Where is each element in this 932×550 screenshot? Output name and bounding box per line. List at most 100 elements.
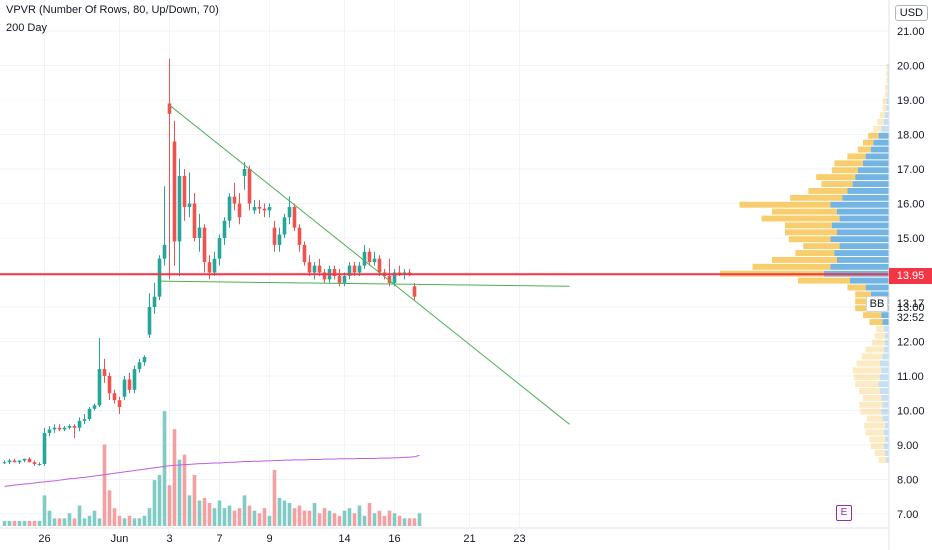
candle-body (147, 307, 152, 335)
vp-row-up (857, 167, 889, 174)
vp-row-up (837, 208, 889, 215)
vp-row-up (883, 429, 889, 436)
volume-bar (237, 508, 242, 526)
vp-row-down (856, 360, 880, 367)
y-tick-label: 10.00 (897, 406, 925, 418)
vp-row-down (886, 63, 888, 70)
vp-row-up (882, 353, 889, 360)
vp-row-up (883, 443, 889, 450)
vp-row-up (886, 457, 889, 463)
vp-row-up (863, 160, 889, 167)
vp-row-down (761, 215, 840, 222)
candle-body (197, 227, 202, 238)
vp-row-down (869, 319, 883, 325)
vp-row-down (863, 394, 882, 401)
candle-body (122, 379, 127, 397)
x-tick-label: 7 (216, 533, 222, 545)
vp-row-up (885, 436, 889, 443)
vp-row-down (798, 277, 850, 284)
candle-body (217, 238, 222, 259)
volume-bar (387, 510, 392, 526)
y-tick-label: 21.00 (897, 26, 925, 38)
vp-row-down (886, 70, 888, 77)
volume-bar (262, 508, 267, 526)
volume-bar (152, 480, 157, 526)
volume-bar (12, 520, 17, 526)
candle-body (232, 196, 237, 204)
volume-bar (297, 505, 302, 526)
volume-bar (52, 518, 57, 526)
time-axis[interactable]: 26 Jun 3 7 9 14 16 21 23 (38, 533, 525, 545)
candle-body (77, 420, 82, 428)
vp-row-up (830, 236, 889, 243)
candle-body (307, 262, 312, 273)
volume-bar (257, 513, 262, 526)
vp-row-up (881, 125, 889, 132)
earnings-badge[interactable]: E (836, 505, 852, 521)
volume-bar (112, 508, 117, 526)
volume-bar (147, 508, 152, 526)
vp-row-up (831, 222, 889, 229)
vp-row-up (870, 291, 889, 298)
candle-body (297, 227, 302, 245)
x-tick-label: 16 (388, 533, 400, 545)
vp-row-down (885, 91, 888, 98)
candle-body (222, 220, 227, 238)
volume-bar (27, 520, 32, 526)
y-tick-label: 15.00 (897, 233, 925, 245)
volume-bar (292, 508, 297, 526)
vp-row-down (876, 325, 884, 332)
x-tick-label: 3 (166, 533, 172, 545)
vp-row-up (886, 98, 889, 105)
vp-row-down (864, 422, 886, 429)
vp-row-up (887, 84, 889, 91)
vp-row-down (816, 174, 856, 181)
bb-value: 13.17 (896, 298, 925, 310)
candle-body (272, 227, 277, 245)
candle-body (192, 203, 197, 238)
vp-row-up (865, 284, 889, 291)
trend-line (169, 104, 570, 425)
volume-bar (327, 510, 332, 526)
vp-row-down (831, 167, 858, 174)
bb-value-tag: 13.17 (889, 297, 932, 312)
vp-row-up (885, 422, 889, 429)
candle-body (92, 405, 97, 409)
vp-row-down (882, 98, 887, 105)
volume-bar (322, 508, 327, 526)
y-tick-label: 13.00 (897, 302, 925, 314)
volume-bar (407, 518, 412, 526)
candle-body (352, 265, 357, 273)
vp-row-down (874, 332, 886, 339)
candle-body (127, 379, 132, 390)
volume-bar (367, 503, 372, 526)
candle-body (37, 463, 42, 465)
vp-row-down (882, 105, 887, 112)
volume-bar (22, 520, 27, 526)
vp-row-up (882, 319, 889, 325)
vp-row-down (855, 291, 871, 298)
volume-bar (392, 513, 397, 526)
currency-button[interactable]: USD (894, 5, 928, 21)
volume-bar (32, 520, 37, 526)
volume-bar (377, 510, 382, 526)
vp-row-up (886, 105, 889, 112)
volume-bar (332, 513, 337, 526)
volume-bar (382, 515, 387, 526)
vp-row-up (883, 346, 889, 353)
vp-row-down (879, 112, 886, 118)
x-tick-label: 26 (38, 533, 50, 545)
vp-row-down (855, 381, 879, 388)
candle-body (277, 234, 282, 245)
volume-bar (357, 505, 362, 526)
volume-bar (277, 497, 282, 526)
vp-row-up (830, 201, 889, 208)
candlesticks (2, 58, 417, 466)
indicator-legend[interactable]: VPVR (Number Of Rows, 80, Up/Down, 70) (6, 4, 219, 16)
ma-legend[interactable]: 200 Day (6, 22, 47, 34)
x-tick-label: 14 (338, 533, 350, 545)
volume-bar (177, 459, 182, 526)
candle-body (252, 206, 257, 211)
x-tick-label: 21 (463, 533, 475, 545)
